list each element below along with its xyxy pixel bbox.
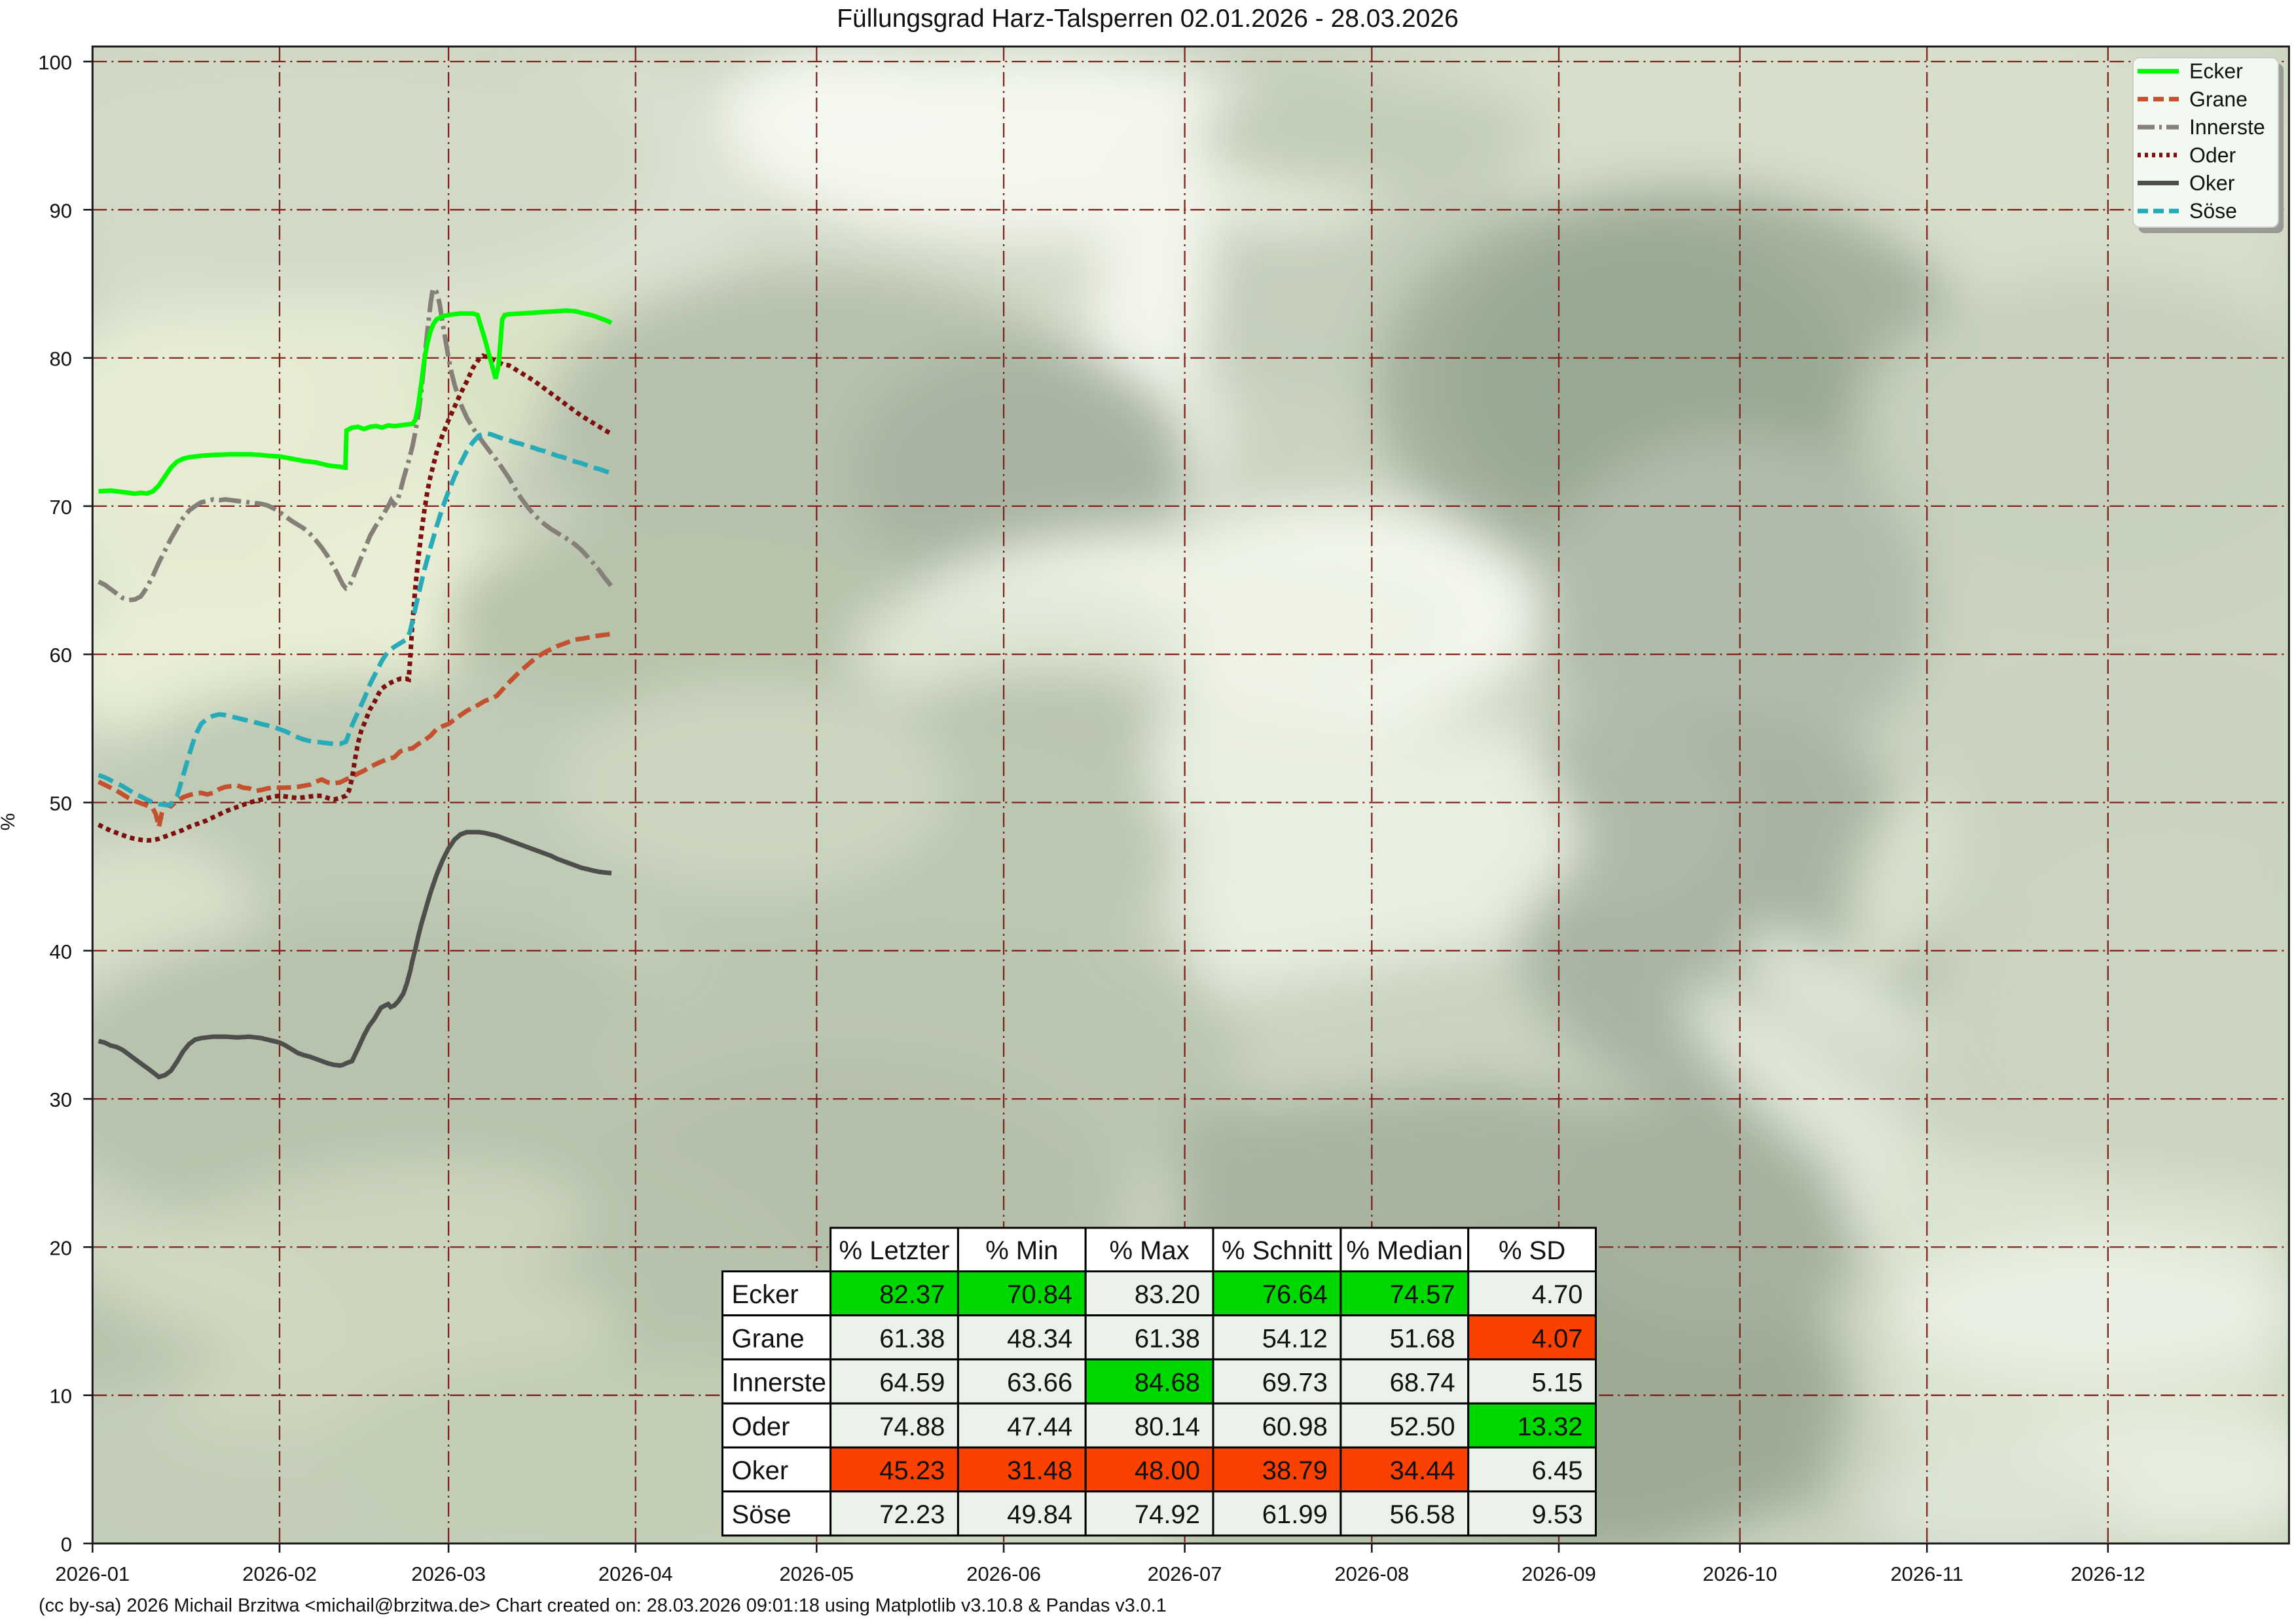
svg-text:72.23: 72.23 — [879, 1500, 945, 1529]
svg-text:60.98: 60.98 — [1262, 1412, 1328, 1441]
svg-text:% SD: % SD — [1499, 1236, 1565, 1265]
svg-text:4.70: 4.70 — [1532, 1280, 1583, 1309]
svg-text:2026-07: 2026-07 — [1148, 1562, 1222, 1585]
svg-text:70: 70 — [50, 496, 72, 519]
svg-text:74.92: 74.92 — [1135, 1500, 1200, 1529]
svg-text:2026-04: 2026-04 — [598, 1562, 673, 1585]
svg-text:76.64: 76.64 — [1262, 1280, 1328, 1309]
svg-text:Söse: Söse — [2189, 199, 2237, 223]
svg-text:2026-12: 2026-12 — [2071, 1562, 2145, 1585]
svg-text:69.73: 69.73 — [1262, 1369, 1328, 1397]
svg-text:56.58: 56.58 — [1390, 1500, 1455, 1529]
svg-text:70.84: 70.84 — [1007, 1280, 1072, 1309]
svg-text:20: 20 — [50, 1236, 72, 1259]
svg-text:61.38: 61.38 — [1135, 1324, 1200, 1353]
svg-text:2026-10: 2026-10 — [1703, 1562, 1777, 1585]
svg-text:6.45: 6.45 — [1532, 1456, 1583, 1485]
svg-text:4.07: 4.07 — [1532, 1324, 1583, 1353]
svg-text:45.23: 45.23 — [879, 1456, 945, 1485]
svg-text:64.59: 64.59 — [879, 1369, 945, 1397]
svg-text:0: 0 — [61, 1533, 72, 1556]
svg-text:51.68: 51.68 — [1390, 1324, 1455, 1353]
svg-text:2026-05: 2026-05 — [779, 1562, 854, 1585]
svg-text:38.79: 38.79 — [1262, 1456, 1328, 1485]
svg-text:10: 10 — [50, 1385, 72, 1408]
svg-text:84.68: 84.68 — [1135, 1369, 1200, 1397]
svg-text:Oder: Oder — [2189, 143, 2236, 167]
svg-text:68.74: 68.74 — [1390, 1369, 1455, 1397]
svg-text:2026-08: 2026-08 — [1334, 1562, 1409, 1585]
svg-text:Grane: Grane — [732, 1324, 805, 1353]
svg-text:Füllungsgrad Harz-Talsperren 0: Füllungsgrad Harz-Talsperren 02.01.2026 … — [837, 5, 1459, 33]
svg-text:2026-01: 2026-01 — [55, 1562, 130, 1585]
svg-text:Innerste: Innerste — [732, 1369, 827, 1397]
svg-text:%: % — [0, 813, 19, 831]
svg-text:48.34: 48.34 — [1007, 1324, 1072, 1353]
svg-text:47.44: 47.44 — [1007, 1412, 1072, 1441]
svg-text:60: 60 — [50, 644, 72, 667]
svg-text:52.50: 52.50 — [1390, 1412, 1455, 1441]
svg-text:61.38: 61.38 — [879, 1324, 945, 1353]
svg-text:% Letzter: % Letzter — [839, 1236, 950, 1265]
svg-text:Söse: Söse — [732, 1500, 792, 1529]
svg-text:2026-02: 2026-02 — [242, 1562, 317, 1585]
svg-text:% Min: % Min — [985, 1236, 1058, 1265]
svg-text:34.44: 34.44 — [1390, 1456, 1455, 1485]
svg-text:Ecker: Ecker — [2189, 60, 2243, 83]
svg-text:% Max: % Max — [1109, 1236, 1189, 1265]
svg-text:Oder: Oder — [732, 1412, 790, 1441]
svg-text:30: 30 — [50, 1088, 72, 1111]
svg-text:Oker: Oker — [732, 1456, 789, 1485]
svg-text:9.53: 9.53 — [1532, 1500, 1583, 1529]
svg-text:Grane: Grane — [2189, 87, 2248, 111]
svg-text:61.99: 61.99 — [1262, 1500, 1328, 1529]
svg-text:48.00: 48.00 — [1135, 1456, 1200, 1485]
svg-text:Ecker: Ecker — [732, 1280, 799, 1309]
svg-text:63.66: 63.66 — [1007, 1369, 1072, 1397]
svg-text:2026-03: 2026-03 — [411, 1562, 486, 1585]
svg-text:2026-11: 2026-11 — [1891, 1562, 1963, 1585]
svg-text:Oker: Oker — [2189, 172, 2235, 195]
svg-text:82.37: 82.37 — [879, 1280, 945, 1309]
svg-text:(cc by-sa) 2026 Michail Brzitw: (cc by-sa) 2026 Michail Brzitwa <michail… — [39, 1595, 1167, 1616]
svg-text:90: 90 — [50, 199, 72, 222]
svg-text:83.20: 83.20 — [1135, 1280, 1200, 1309]
svg-text:% Schnitt: % Schnitt — [1222, 1236, 1332, 1265]
svg-text:50: 50 — [50, 792, 72, 815]
svg-text:100: 100 — [38, 51, 72, 74]
svg-text:40: 40 — [50, 940, 72, 963]
svg-text:74.88: 74.88 — [879, 1412, 945, 1441]
svg-text:80: 80 — [50, 348, 72, 371]
svg-text:2026-06: 2026-06 — [966, 1562, 1041, 1585]
svg-text:% Median: % Median — [1346, 1236, 1463, 1265]
svg-text:49.84: 49.84 — [1007, 1500, 1072, 1529]
svg-text:Innerste: Innerste — [2189, 115, 2265, 139]
svg-text:5.15: 5.15 — [1532, 1369, 1583, 1397]
svg-text:80.14: 80.14 — [1135, 1412, 1200, 1441]
svg-text:74.57: 74.57 — [1390, 1280, 1455, 1309]
svg-text:54.12: 54.12 — [1262, 1324, 1328, 1353]
svg-text:31.48: 31.48 — [1007, 1456, 1072, 1485]
svg-text:13.32: 13.32 — [1517, 1412, 1582, 1441]
svg-text:2026-09: 2026-09 — [1522, 1562, 1596, 1585]
